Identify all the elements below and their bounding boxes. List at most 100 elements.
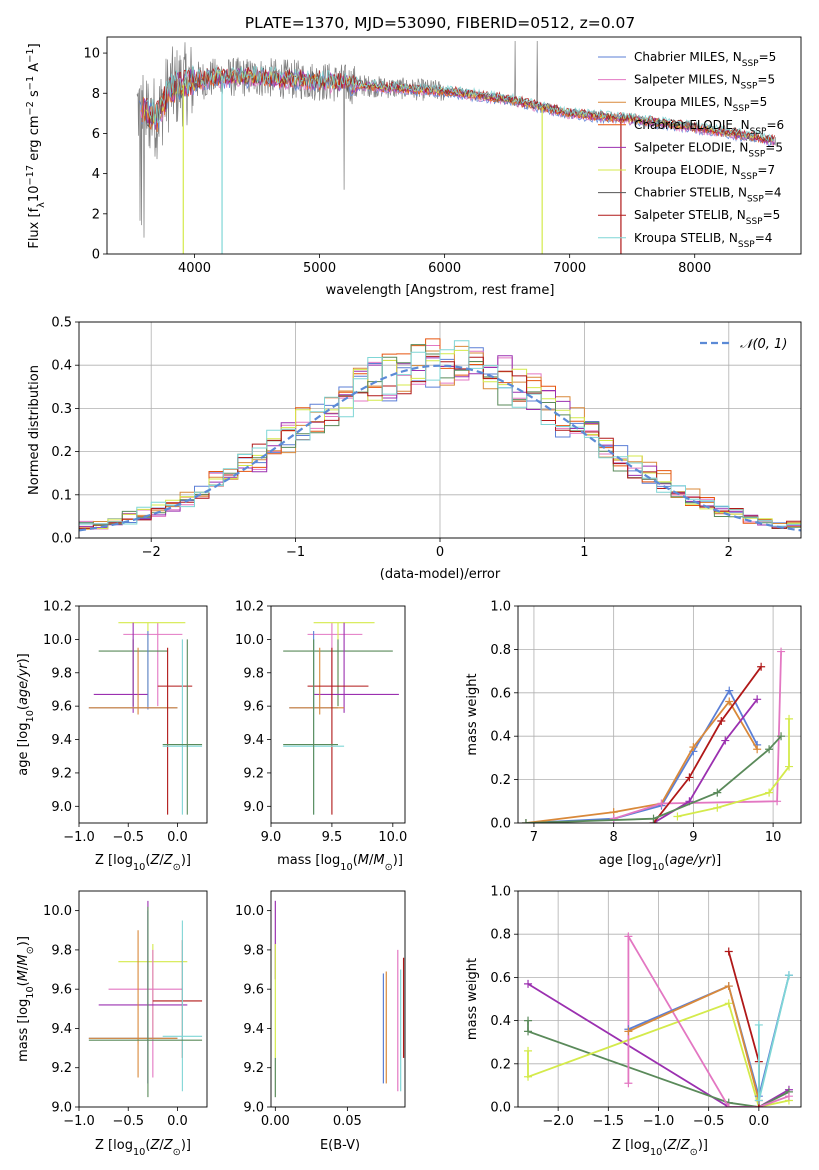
x-tick-label: 0: [436, 545, 444, 560]
plot-area-spectrum: [136, 40, 777, 254]
y-axis-label-text: mass weight: [465, 673, 480, 755]
y-tick-label: 9.0: [243, 1101, 264, 1116]
x-tick-label: 7000: [553, 261, 586, 276]
x-tick-label: −0.5: [693, 1114, 725, 1129]
weight-marker: [724, 982, 733, 991]
y-tick-label: 9.6: [51, 700, 72, 715]
weight-marker: [753, 695, 762, 704]
chart-title: PLATE=1370, MJD=53090, FIBERID=0512, z=0…: [245, 14, 635, 32]
weight-marker: [521, 819, 530, 823]
y-tick-label: 10: [83, 47, 100, 62]
plot-area-age_vs_z: [88, 622, 203, 815]
x-axis-label: age [log10(age/yr)]: [599, 853, 722, 873]
y-tick-label: 10.0: [235, 633, 264, 648]
weight-marker: [724, 947, 733, 956]
x-tick-label: 7: [530, 830, 538, 845]
weight-marker: [524, 1046, 533, 1055]
y-tick-label: 0.4: [490, 1014, 511, 1029]
model-spectrum: [145, 66, 775, 142]
y-tick-label: 0.4: [490, 730, 511, 745]
weight-marker: [724, 1103, 733, 1107]
y-tick-label: 9.0: [243, 800, 264, 815]
y-tick-label: 0.1: [51, 488, 72, 503]
weight-marker: [685, 773, 694, 782]
weight-marker: [784, 1092, 793, 1101]
weight-marker: [657, 799, 666, 808]
y-axis-label-text: age [log10(age/yr)]: [16, 653, 36, 776]
weight-marker: [773, 797, 782, 806]
x-tick-label: 2: [725, 545, 733, 560]
x-tick-label: 0.0: [167, 1114, 188, 1129]
axes-frame: [270, 605, 406, 824]
legend-label: Kroupa STELIB, NSSP=4: [634, 231, 772, 250]
y-tick-label: 9.6: [243, 700, 264, 715]
x-tick-label: 9.0: [261, 830, 282, 845]
weight-marker: [609, 814, 618, 823]
y-tick-label: 9.8: [51, 943, 72, 958]
y-tick-label: 9.4: [51, 733, 72, 748]
y-tick-label: 2: [92, 207, 100, 222]
y-tick-label: 9.6: [51, 983, 72, 998]
legend-label: Chabrier MILES, NSSP=5: [634, 50, 776, 69]
weight-line: [758, 974, 790, 1101]
x-tick-label: 0.0: [749, 1114, 770, 1129]
weight-marker: [754, 1020, 763, 1029]
weight-marker: [765, 745, 774, 754]
legend-label: Kroupa MILES, NSSP=5: [634, 95, 767, 114]
y-tick-label: 9.8: [243, 666, 264, 681]
y-tick-label: 0.8: [490, 928, 511, 943]
weight-marker: [524, 1016, 533, 1025]
plot-area-age_vs_mass: [283, 622, 399, 815]
weight-marker: [777, 732, 786, 741]
x-axis-label: (data-model)/error: [380, 567, 501, 582]
x-tick-label: 9: [689, 830, 697, 845]
y-axis-label: age [log10(age/yr)]: [16, 653, 36, 776]
axes-frame: [78, 321, 802, 539]
y-tick-label: 10.0: [235, 904, 264, 919]
axes-age_vs_z: −1.0 −0.5 0.0 9.0 9.2 9.4 9.6 9.8 10.0 10.2: [43, 600, 188, 846]
weight-marker: [721, 736, 730, 745]
x-tick-label: 10.0: [378, 830, 407, 845]
y-tick-label: 0.6: [490, 971, 511, 986]
legend-label: Salpeter MILES, NSSP=5: [634, 73, 775, 92]
weight-marker: [753, 745, 762, 754]
y-tick-label: 9.4: [243, 733, 264, 748]
weight-marker: [624, 1079, 633, 1088]
y-tick-label: 6: [92, 127, 100, 142]
y-tick-label: 0.0: [490, 1101, 511, 1116]
legend-label: Salpeter ELODIE, NSSP=5: [634, 140, 783, 159]
weight-marker: [524, 1027, 533, 1036]
x-tick-label: 5000: [303, 261, 336, 276]
y-tick-label: 10.2: [235, 600, 264, 615]
x-axis-label: Z [log10(Z/Z⊙)]: [95, 1138, 191, 1158]
weight-marker: [754, 1096, 763, 1105]
x-axis-label: Z [log10(Z/Z⊙)]: [95, 853, 191, 873]
y-tick-label: 0.2: [490, 773, 511, 788]
y-axis-label: Normed distribution: [27, 365, 42, 495]
weight-marker: [785, 714, 794, 723]
y-tick-label: 0.5: [51, 316, 72, 331]
x-tick-label: −1: [286, 545, 305, 560]
weight-marker: [785, 762, 794, 771]
x-tick-label: −1.0: [63, 830, 95, 845]
y-tick-label: 0.3: [51, 402, 72, 417]
weight-line: [525, 688, 759, 823]
x-tick-label: 10: [765, 830, 782, 845]
x-tick-label: 4000: [178, 261, 211, 276]
model-spectrum: [146, 65, 775, 142]
axes-frame: [106, 36, 802, 255]
weight-marker: [649, 814, 658, 823]
legend-label: Chabrier ELODIE, NSSP=6: [634, 118, 784, 137]
axes-frame: [78, 605, 208, 824]
y-tick-label: 0.0: [51, 532, 72, 547]
y-tick-label: 10.2: [43, 600, 72, 615]
weight-marker: [524, 1072, 533, 1081]
y-tick-label: 9.2: [51, 766, 72, 781]
weight-line: [628, 984, 760, 1101]
y-tick-label: 9.4: [243, 1022, 264, 1037]
weight-line: [627, 933, 790, 1107]
y-axis-label: Flux [fλ10−17 erg cm−2 s−1 A−1]: [25, 43, 47, 248]
axes-frame: [517, 605, 802, 824]
weight-marker: [725, 686, 734, 695]
